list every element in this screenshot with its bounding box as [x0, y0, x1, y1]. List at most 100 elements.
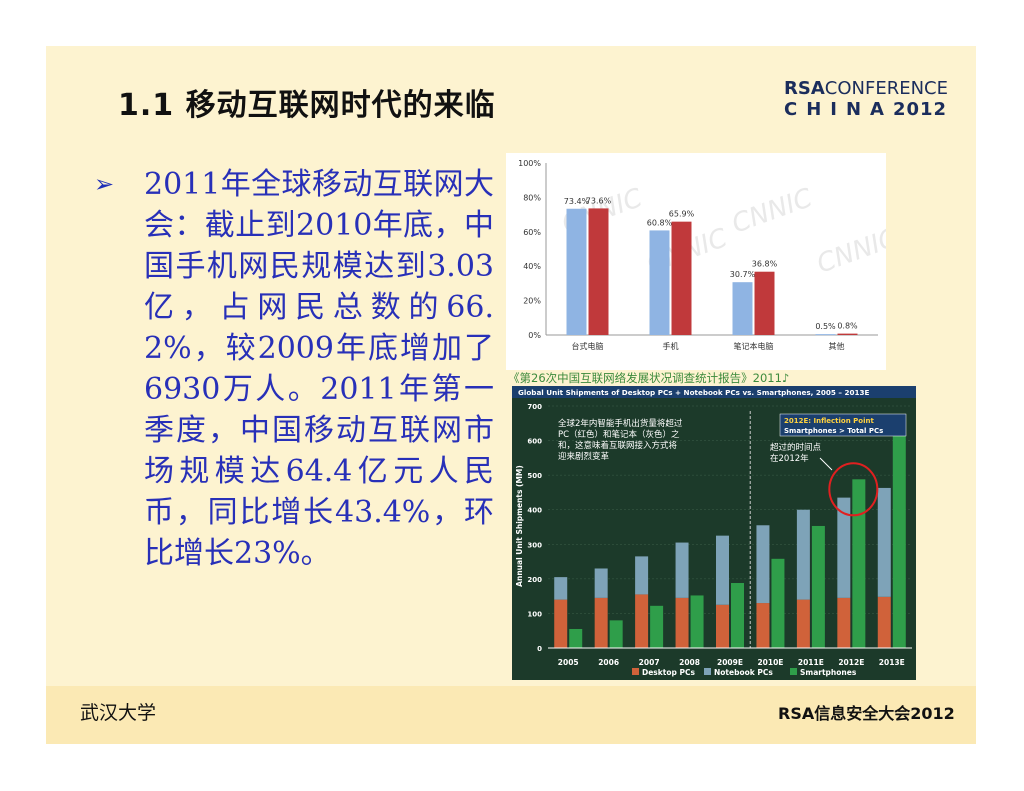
bar-desktop [756, 603, 770, 648]
slide-title: 1.1 移动互联网时代的来临 [118, 88, 496, 123]
y-tick-label: 100% [518, 159, 541, 168]
bar-desktop [635, 594, 649, 648]
y-tick-label: 600 [527, 438, 542, 446]
x-tick-label: 台式电脑 [572, 341, 604, 351]
y-axis-label: Annual Unit Shipments (MM) [515, 465, 524, 587]
x-tick-label: 2010E [757, 658, 783, 667]
data-label: 65.9% [669, 210, 695, 219]
bar-smartphone [892, 421, 906, 648]
x-tick-label: 2013E [879, 658, 905, 667]
bar-smartphone [690, 595, 704, 648]
annotation-text: 和，这意味着互联网接入方式将 [558, 440, 678, 451]
bar [566, 208, 587, 335]
legend-label: Desktop PCs [642, 668, 695, 677]
x-tick-label: 2006 [598, 658, 619, 667]
inflection-text: 2012E: Inflection Point [784, 417, 874, 425]
data-label: 73.4% [564, 197, 590, 206]
callout-text: 超过的时间点 [770, 442, 822, 453]
bar-notebook [877, 487, 891, 597]
bar-desktop [796, 599, 810, 648]
y-tick-label: 300 [527, 541, 542, 549]
arrow-bullet-icon: ➢ [94, 170, 115, 198]
legend-swatch [790, 668, 797, 675]
bar [588, 208, 609, 335]
chart-title-band [512, 386, 916, 398]
footer-conference: RSA信息安全大会2012 [778, 704, 955, 723]
bar-notebook [554, 577, 568, 600]
cnnic-device-bar-chart: CNNICCNNICCNNICCNNIC100%80%60%40%20%0%73… [506, 153, 886, 370]
callout-text: 在2012年 [770, 453, 809, 464]
shipments-bar-chart: Global Unit Shipments of Desktop PCs + N… [512, 386, 916, 680]
x-tick-label: 2007 [639, 658, 660, 667]
slide: 1.1 移动互联网时代的来临 RSACONFERENCE CHINA2012 ➢… [46, 46, 976, 744]
data-label: 36.8% [752, 260, 778, 269]
bullet-text: 2011年全球移动互联网大会：截止到2010年底，中国手机网民规模达到3.03亿… [144, 167, 494, 571]
bar-smartphone [569, 628, 583, 648]
bar-desktop [554, 599, 568, 648]
bar-smartphone [650, 605, 664, 648]
watermark-text: CNNIC [728, 183, 817, 240]
bar-smartphone [731, 583, 744, 648]
x-tick-label: 2005 [558, 658, 579, 667]
annotation-text: PC（红色）和笔记本（灰色）之 [558, 429, 680, 440]
y-tick-label: 400 [527, 507, 542, 515]
x-tick-label: 2008 [679, 658, 700, 667]
chart-source-caption: 《第26次中国互联网络发展状况调查统计报告》2011♪ [508, 371, 790, 385]
y-tick-label: 20% [523, 297, 541, 306]
x-tick-label: 手机 [663, 341, 679, 351]
data-label: 0.5% [815, 322, 836, 331]
bar-notebook [675, 542, 689, 598]
y-tick-label: 0 [537, 645, 542, 653]
inflection-text: Smartphones > Total PCs [784, 427, 883, 435]
x-tick-label: 2012E [838, 658, 864, 667]
y-tick-label: 200 [527, 576, 542, 584]
highlight-circle [828, 462, 879, 517]
bar-notebook [594, 568, 608, 598]
callout-arrow [819, 457, 833, 471]
y-tick-label: 100 [527, 610, 542, 618]
bar [649, 230, 670, 335]
data-label: 60.8% [647, 218, 673, 227]
rsa-conference-logo: RSACONFERENCE CHINA2012 [784, 78, 948, 121]
y-tick-label: 40% [523, 262, 541, 271]
bar-smartphone [811, 525, 825, 648]
bar-notebook [756, 525, 770, 604]
bar [815, 334, 836, 336]
bar-smartphone [609, 620, 623, 648]
legend-label: Smartphones [800, 668, 857, 677]
chart-title: Global Unit Shipments of Desktop PCs + N… [518, 388, 869, 397]
bar-desktop [837, 597, 851, 648]
bar [754, 271, 775, 335]
x-tick-label: 2011E [798, 658, 824, 667]
bar [671, 221, 692, 335]
footer-university: 武汉大学 [80, 702, 157, 724]
bar-desktop [675, 597, 689, 648]
bar-notebook [796, 509, 810, 600]
legend-label: Notebook PCs [714, 668, 773, 677]
bar-smartphone [852, 479, 866, 648]
bar-notebook [837, 497, 851, 598]
bar [732, 282, 753, 335]
legend-swatch [704, 668, 711, 675]
x-tick-label: 其他 [829, 341, 845, 351]
x-tick-label: 2009E [717, 658, 743, 667]
x-tick-label: 笔记本电脑 [734, 341, 774, 351]
bar-desktop [877, 596, 891, 648]
data-label: 30.7% [730, 270, 756, 279]
data-label: 73.6% [586, 196, 612, 205]
bar-notebook [635, 556, 649, 595]
bar-notebook [716, 535, 729, 605]
footer-band [46, 686, 976, 744]
annotation-text: 迎来剧烈变革 [558, 451, 610, 462]
watermark-text: CNNIC [813, 223, 886, 280]
inflection-box [779, 413, 907, 437]
legend-swatch [632, 668, 639, 675]
bar-smartphone [771, 558, 785, 648]
data-label: 0.8% [837, 322, 858, 331]
bar-desktop [594, 597, 608, 648]
y-tick-label: 700 [527, 403, 542, 411]
bar-desktop [716, 604, 729, 648]
y-tick-label: 0% [528, 331, 541, 340]
y-tick-label: 60% [523, 228, 541, 237]
y-tick-label: 500 [527, 472, 542, 480]
